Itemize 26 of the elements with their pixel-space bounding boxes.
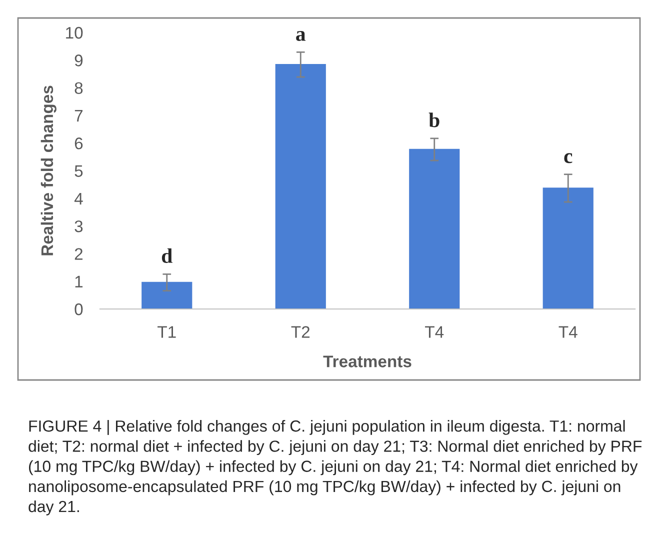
y-tick-label: 2: [74, 248, 82, 260]
x-tick-label: T1: [158, 326, 176, 338]
y-tick-label: 4: [74, 192, 83, 204]
data-label: d: [162, 248, 172, 264]
x-tick-label: T4: [558, 326, 578, 338]
y-tick-label: 7: [74, 110, 82, 122]
x-tick-label: T2: [291, 326, 310, 338]
y-axis-title: Realtive fold changes: [40, 86, 56, 256]
y-tick-label: 10: [66, 26, 83, 39]
data-label: a: [296, 31, 306, 41]
bar: [275, 64, 326, 309]
data-label: c: [564, 153, 572, 164]
y-tick-label: 5: [74, 165, 83, 177]
y-tick-label: 0: [74, 303, 83, 316]
x-tick-label: T4: [425, 326, 444, 338]
y-tick-label: 6: [74, 138, 83, 150]
bar: [142, 282, 192, 309]
bar: [409, 148, 460, 309]
caption: FIGURE 4 | Relative fold changes of C. jejuni population in ileum digesta. T1: normal diet; T2: normal diet + infected by C. jejuni on day 21; T3: Normal diet enriched by PRF (10 mg TPC/kg BW/day) + infected by C. jejuni on day 21; T4: Normal diet enriched by nanoliposome-encapsulated PRF (10 mg TPC/kg BW/day) + infected by C. jejuni on day 21.: [28, 420, 642, 516]
y-tick-label: 8: [74, 82, 83, 94]
bar: [542, 188, 594, 309]
y-tick-label: 9: [74, 54, 83, 66]
data-label: b: [428, 112, 440, 128]
x-axis-title: Treatments: [323, 356, 412, 368]
y-tick-label: 3: [74, 220, 83, 232]
y-tick-label: 1: [75, 276, 83, 288]
